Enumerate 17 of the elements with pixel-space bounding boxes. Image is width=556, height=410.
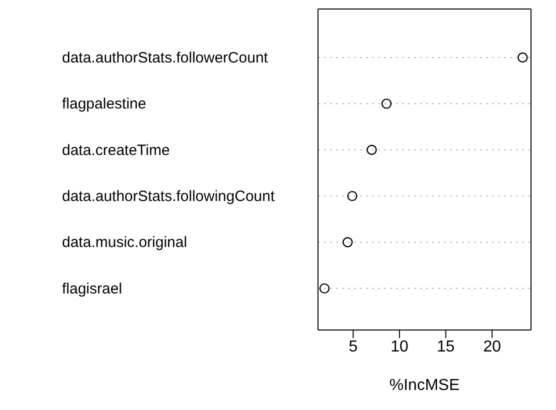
x-tick-label: 5: [348, 338, 358, 356]
point: [342, 237, 353, 248]
y-tick-label: flagpalestine: [62, 96, 146, 113]
y-tick-label: data.music.original: [62, 234, 188, 252]
point: [518, 52, 528, 63]
y-tick-label: data.authorStats.followingCount: [62, 188, 276, 206]
y-tick-label: data.authorStats.followerCount: [62, 49, 269, 66]
x-axis-title: %IncMSE: [389, 377, 460, 394]
x-tick-label: 20: [483, 338, 502, 356]
point: [381, 98, 392, 109]
point: [366, 144, 377, 155]
y-tick-label: flagisrael: [62, 280, 122, 298]
point: [319, 283, 330, 294]
x-tick-label: 10: [390, 338, 408, 356]
point: [347, 190, 358, 202]
x-tick-label: 15: [436, 338, 455, 356]
y-tick-label: data.createTime: [62, 142, 170, 159]
